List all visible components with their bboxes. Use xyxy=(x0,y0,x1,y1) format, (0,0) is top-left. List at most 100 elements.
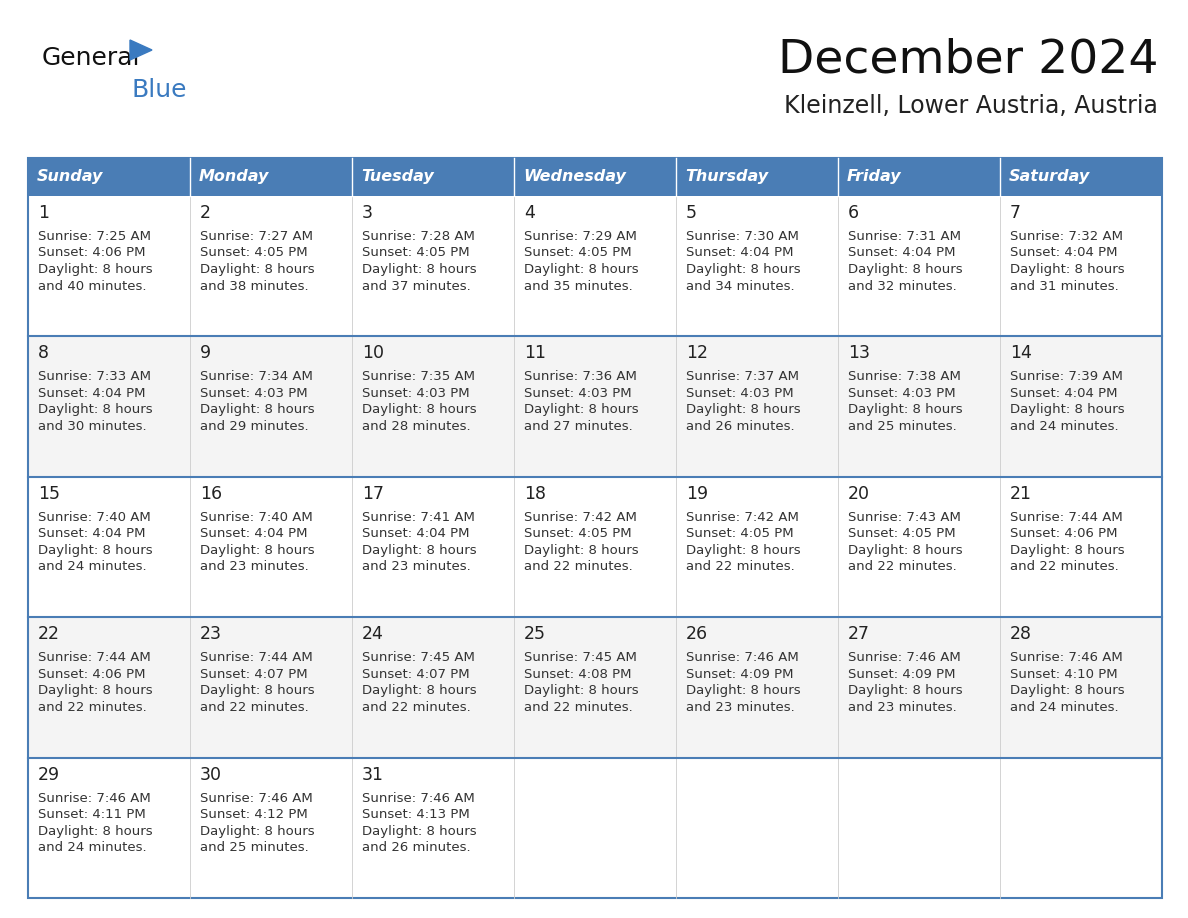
Text: Daylight: 8 hours: Daylight: 8 hours xyxy=(1010,543,1125,557)
Text: Sunrise: 7:33 AM: Sunrise: 7:33 AM xyxy=(38,370,151,384)
Bar xyxy=(190,476,352,617)
Text: and 38 minutes.: and 38 minutes. xyxy=(200,279,309,293)
Text: Sunset: 4:08 PM: Sunset: 4:08 PM xyxy=(524,667,632,681)
Text: Sunset: 4:03 PM: Sunset: 4:03 PM xyxy=(200,386,308,400)
Text: Sunset: 4:04 PM: Sunset: 4:04 PM xyxy=(1010,247,1118,260)
Text: and 35 minutes.: and 35 minutes. xyxy=(524,279,633,293)
Bar xyxy=(514,757,676,898)
Text: 22: 22 xyxy=(38,625,61,644)
Text: 10: 10 xyxy=(362,344,384,363)
Text: Daylight: 8 hours: Daylight: 8 hours xyxy=(38,403,152,417)
Text: 9: 9 xyxy=(200,344,211,363)
Text: and 37 minutes.: and 37 minutes. xyxy=(362,279,470,293)
Bar xyxy=(1000,617,1162,757)
Bar xyxy=(29,476,190,617)
Text: Sunrise: 7:41 AM: Sunrise: 7:41 AM xyxy=(362,510,475,524)
Text: Daylight: 8 hours: Daylight: 8 hours xyxy=(685,403,801,417)
Text: Sunset: 4:04 PM: Sunset: 4:04 PM xyxy=(200,527,308,541)
Text: Daylight: 8 hours: Daylight: 8 hours xyxy=(1010,684,1125,697)
Text: 6: 6 xyxy=(848,204,859,222)
Text: Sunrise: 7:46 AM: Sunrise: 7:46 AM xyxy=(848,651,961,665)
Text: Daylight: 8 hours: Daylight: 8 hours xyxy=(200,824,315,837)
Text: and 22 minutes.: and 22 minutes. xyxy=(1010,560,1119,574)
Bar xyxy=(29,158,190,196)
Text: Daylight: 8 hours: Daylight: 8 hours xyxy=(362,403,476,417)
Bar xyxy=(352,336,514,476)
Text: 2: 2 xyxy=(200,204,211,222)
Text: Sunset: 4:03 PM: Sunset: 4:03 PM xyxy=(848,386,955,400)
Text: 27: 27 xyxy=(848,625,870,644)
Text: and 22 minutes.: and 22 minutes. xyxy=(200,700,309,713)
Text: and 31 minutes.: and 31 minutes. xyxy=(1010,279,1119,293)
Text: Sunset: 4:04 PM: Sunset: 4:04 PM xyxy=(685,247,794,260)
Text: Daylight: 8 hours: Daylight: 8 hours xyxy=(362,824,476,837)
Text: 7: 7 xyxy=(1010,204,1020,222)
Text: Sunrise: 7:30 AM: Sunrise: 7:30 AM xyxy=(685,230,798,243)
Bar xyxy=(1000,757,1162,898)
Bar xyxy=(29,617,190,757)
Text: Sunrise: 7:46 AM: Sunrise: 7:46 AM xyxy=(38,791,151,804)
Bar xyxy=(1000,158,1162,196)
Text: and 22 minutes.: and 22 minutes. xyxy=(38,700,147,713)
Text: Thursday: Thursday xyxy=(685,170,769,185)
Text: 5: 5 xyxy=(685,204,697,222)
Text: and 29 minutes.: and 29 minutes. xyxy=(200,420,309,433)
Text: Daylight: 8 hours: Daylight: 8 hours xyxy=(38,543,152,557)
Text: and 23 minutes.: and 23 minutes. xyxy=(200,560,309,574)
Text: Sunrise: 7:42 AM: Sunrise: 7:42 AM xyxy=(524,510,637,524)
Text: Monday: Monday xyxy=(200,170,270,185)
Text: Sunset: 4:13 PM: Sunset: 4:13 PM xyxy=(362,808,469,821)
Text: and 24 minutes.: and 24 minutes. xyxy=(1010,420,1119,433)
Bar xyxy=(676,336,838,476)
Text: and 22 minutes.: and 22 minutes. xyxy=(362,700,470,713)
Text: and 27 minutes.: and 27 minutes. xyxy=(524,420,633,433)
Text: 16: 16 xyxy=(200,485,222,503)
Bar xyxy=(838,158,1000,196)
Text: Sunset: 4:04 PM: Sunset: 4:04 PM xyxy=(362,527,469,541)
Text: Daylight: 8 hours: Daylight: 8 hours xyxy=(524,543,639,557)
Text: Sunset: 4:04 PM: Sunset: 4:04 PM xyxy=(848,247,955,260)
Bar xyxy=(352,617,514,757)
Text: 26: 26 xyxy=(685,625,708,644)
Text: and 25 minutes.: and 25 minutes. xyxy=(848,420,956,433)
Text: and 32 minutes.: and 32 minutes. xyxy=(848,279,956,293)
Text: Wednesday: Wednesday xyxy=(523,170,626,185)
Text: 28: 28 xyxy=(1010,625,1032,644)
Bar xyxy=(190,158,352,196)
Text: Sunset: 4:05 PM: Sunset: 4:05 PM xyxy=(848,527,955,541)
Text: Sunrise: 7:28 AM: Sunrise: 7:28 AM xyxy=(362,230,475,243)
Bar xyxy=(838,617,1000,757)
Bar xyxy=(190,196,352,336)
Bar xyxy=(29,336,190,476)
Bar xyxy=(514,476,676,617)
Bar xyxy=(514,196,676,336)
Text: 8: 8 xyxy=(38,344,49,363)
Text: and 28 minutes.: and 28 minutes. xyxy=(362,420,470,433)
Text: and 22 minutes.: and 22 minutes. xyxy=(685,560,795,574)
Bar xyxy=(352,158,514,196)
Bar xyxy=(190,617,352,757)
Text: Daylight: 8 hours: Daylight: 8 hours xyxy=(848,684,962,697)
Text: Sunrise: 7:44 AM: Sunrise: 7:44 AM xyxy=(1010,510,1123,524)
Text: Daylight: 8 hours: Daylight: 8 hours xyxy=(362,543,476,557)
Text: Sunday: Sunday xyxy=(37,170,103,185)
Text: and 24 minutes.: and 24 minutes. xyxy=(38,841,146,854)
Text: Daylight: 8 hours: Daylight: 8 hours xyxy=(685,263,801,276)
Text: Sunrise: 7:31 AM: Sunrise: 7:31 AM xyxy=(848,230,961,243)
Text: Sunrise: 7:36 AM: Sunrise: 7:36 AM xyxy=(524,370,637,384)
Text: Daylight: 8 hours: Daylight: 8 hours xyxy=(524,263,639,276)
Text: Sunrise: 7:44 AM: Sunrise: 7:44 AM xyxy=(38,651,151,665)
Text: 13: 13 xyxy=(848,344,870,363)
Text: and 24 minutes.: and 24 minutes. xyxy=(38,560,146,574)
Bar xyxy=(1000,476,1162,617)
Text: and 23 minutes.: and 23 minutes. xyxy=(848,700,956,713)
Text: Sunset: 4:05 PM: Sunset: 4:05 PM xyxy=(524,247,632,260)
Text: Sunset: 4:03 PM: Sunset: 4:03 PM xyxy=(362,386,469,400)
Text: Daylight: 8 hours: Daylight: 8 hours xyxy=(38,824,152,837)
Bar xyxy=(838,476,1000,617)
Text: Sunset: 4:04 PM: Sunset: 4:04 PM xyxy=(38,386,145,400)
Text: Kleinzell, Lower Austria, Austria: Kleinzell, Lower Austria, Austria xyxy=(784,94,1158,118)
Text: Sunset: 4:03 PM: Sunset: 4:03 PM xyxy=(524,386,632,400)
Text: Sunrise: 7:45 AM: Sunrise: 7:45 AM xyxy=(524,651,637,665)
Text: Sunset: 4:03 PM: Sunset: 4:03 PM xyxy=(685,386,794,400)
